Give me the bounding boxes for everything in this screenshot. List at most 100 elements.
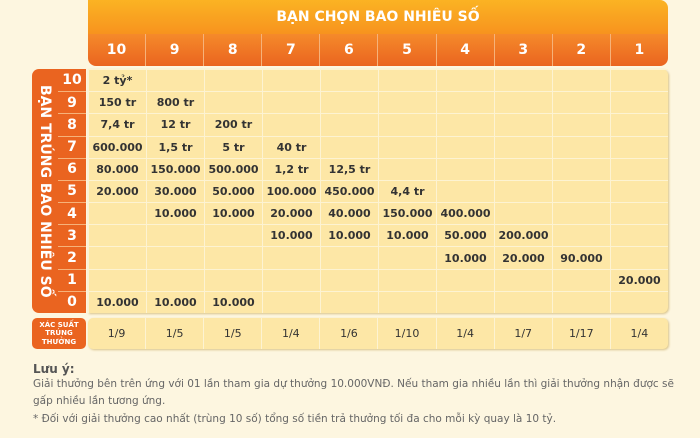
table-title: BẠN CHỌN BAO NHIÊU SỐ xyxy=(88,0,668,34)
row-header: 4 xyxy=(58,202,86,224)
prize-cell xyxy=(204,91,262,114)
row-header-column: 10 9 8 7 6 5 4 3 2 1 0 xyxy=(58,69,86,313)
prize-cell: 12,5 tr xyxy=(320,157,378,180)
probability-cell: 1/5 xyxy=(145,318,203,349)
prize-cell xyxy=(494,202,552,225)
prize-cell xyxy=(262,290,320,313)
prize-cell xyxy=(88,268,146,291)
probability-cell: 1/5 xyxy=(203,318,261,349)
prize-cell: 7,4 tr xyxy=(88,113,146,136)
row-header: 1 xyxy=(58,268,86,291)
row-header: 8 xyxy=(58,113,86,135)
prize-cell: 10.000 xyxy=(204,290,262,313)
column-header: 9 xyxy=(145,34,203,66)
prize-cell: 20.000 xyxy=(494,246,552,269)
prize-cell: 10.000 xyxy=(262,224,320,247)
prize-cell: 200.000 xyxy=(494,224,552,247)
prize-cell xyxy=(552,135,610,158)
probability-label-line: THƯỞNG xyxy=(41,337,77,346)
probability-cell: 1/10 xyxy=(377,318,435,349)
prize-cell xyxy=(262,268,320,291)
note-title: Lưu ý: xyxy=(33,362,75,376)
prize-cell: 40 tr xyxy=(262,135,320,158)
row-header: 9 xyxy=(58,91,86,113)
prize-cell: 100.000 xyxy=(262,179,320,203)
prize-cell xyxy=(88,202,146,225)
prize-cell xyxy=(146,224,204,247)
prize-cell xyxy=(378,290,436,313)
prize-cell xyxy=(552,202,610,225)
prize-cell xyxy=(552,69,610,92)
column-header: 4 xyxy=(435,34,494,66)
prize-cell xyxy=(262,69,320,92)
prize-cell xyxy=(436,268,494,291)
prize-cell xyxy=(610,224,668,247)
probability-cell: 1/4 xyxy=(261,318,319,349)
prize-cell xyxy=(146,246,204,269)
side-label: BẠN TRÚNG BAO NHIÊU SỐ xyxy=(32,69,58,313)
column-header: 2 xyxy=(551,34,610,66)
column-header: 8 xyxy=(203,34,261,66)
prize-cell xyxy=(320,91,378,114)
side-label-text: BẠN TRÚNG BAO NHIÊU SỐ xyxy=(37,84,53,298)
prize-cell xyxy=(378,69,436,92)
column-header: 10 xyxy=(106,42,127,58)
prize-cell xyxy=(436,179,494,203)
prize-cell xyxy=(610,179,668,203)
prize-cell xyxy=(494,157,552,180)
prize-cell xyxy=(610,246,668,269)
prize-cell: 20.000 xyxy=(88,179,146,203)
prize-cell xyxy=(610,69,668,92)
prize-cell: 10.000 xyxy=(146,202,204,225)
prize-cell xyxy=(494,69,552,92)
prize-cell xyxy=(378,268,436,291)
prize-cell xyxy=(320,135,378,158)
prize-cell: 150.000 xyxy=(378,202,436,225)
prize-cell xyxy=(494,91,552,114)
prize-cell xyxy=(378,91,436,114)
prize-cell xyxy=(262,246,320,269)
prize-cell: 2 tỷ* xyxy=(88,69,146,92)
column-header: 3 xyxy=(493,34,552,66)
probability-label: XÁC SUẤT TRÚNG THƯỞNG xyxy=(32,318,86,349)
prize-cell xyxy=(320,69,378,92)
note-line-2: * Đối với giải thưởng cao nhất (trùng 10… xyxy=(33,413,557,425)
row-header: 7 xyxy=(58,135,86,158)
prize-cell xyxy=(88,224,146,247)
prize-cell xyxy=(552,91,610,114)
column-header: 6 xyxy=(319,34,377,66)
prize-cell xyxy=(610,113,668,136)
probability-cell: 1/6 xyxy=(319,318,377,349)
prize-cell xyxy=(204,246,262,269)
probability-cell: 1/7 xyxy=(493,318,552,349)
prize-cell xyxy=(146,69,204,92)
prize-cell xyxy=(494,179,552,203)
prize-cell xyxy=(378,113,436,136)
prize-cell xyxy=(436,157,494,180)
row-header: 2 xyxy=(58,246,86,268)
prize-cell xyxy=(320,246,378,269)
prize-cell xyxy=(610,91,668,114)
prize-cell xyxy=(378,246,436,269)
note-line-1: Giải thưởng bên trên ứng với 01 lần tham… xyxy=(33,378,674,407)
prize-cell: 600.000 xyxy=(88,135,146,158)
prize-cell: 50.000 xyxy=(204,179,262,203)
prize-cell xyxy=(320,113,378,136)
row-header: 10 xyxy=(62,72,82,89)
prize-cell: 90.000 xyxy=(552,246,610,269)
prize-cell: 10.000 xyxy=(436,246,494,269)
prize-cell: 30.000 xyxy=(146,179,204,203)
probability-label-line: TRÚNG xyxy=(45,329,73,338)
prize-cell xyxy=(262,113,320,136)
prize-cell xyxy=(552,157,610,180)
prize-cell: 150 tr xyxy=(88,91,146,114)
prize-cell xyxy=(204,268,262,291)
column-header: 7 xyxy=(261,34,319,66)
prize-cell xyxy=(610,157,668,180)
prize-cell xyxy=(610,135,668,158)
prize-cell: 5 tr xyxy=(204,135,262,158)
prize-cell xyxy=(146,268,204,291)
prize-cell xyxy=(494,268,552,291)
prize-cell xyxy=(552,290,610,313)
prize-cell xyxy=(494,290,552,313)
